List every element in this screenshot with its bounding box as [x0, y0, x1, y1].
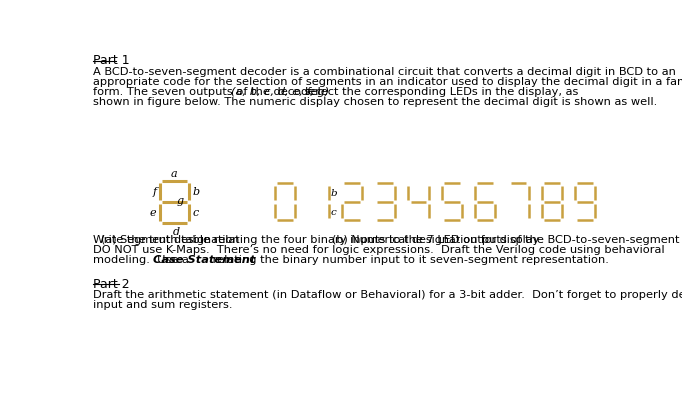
Text: e: e — [150, 208, 157, 218]
Text: c: c — [192, 208, 198, 218]
Text: f: f — [152, 187, 157, 197]
Text: (b) Numerical designation for display: (b) Numerical designation for display — [331, 234, 539, 244]
Text: (a) Segment designation: (a) Segment designation — [102, 234, 239, 244]
Text: a: a — [171, 168, 178, 178]
Text: c: c — [331, 207, 337, 216]
Text: form. The seven outputs of the decoder: form. The seven outputs of the decoder — [93, 86, 324, 96]
Text: g: g — [177, 196, 184, 206]
Text: select the corresponding LEDs in the display, as: select the corresponding LEDs in the dis… — [301, 86, 579, 96]
Text: Case Statement: Case Statement — [153, 255, 256, 265]
Text: Draft the arithmetic statement (in Dataflow or Behavioral) for a 3-bit adder.  D: Draft the arithmetic statement (in Dataf… — [93, 289, 682, 299]
Text: modeling.  Use a: modeling. Use a — [93, 255, 192, 265]
Text: relating the binary number input to it seven-segment representation.: relating the binary number input to it s… — [209, 255, 608, 265]
Text: b: b — [331, 189, 338, 198]
Text: A BCD-to-seven-segment decoder is a combinational circuit that converts a decima: A BCD-to-seven-segment decoder is a comb… — [93, 66, 676, 76]
Text: b: b — [192, 187, 199, 197]
Text: Write the truth table relating the four binary inputs to the 7 LED outputs of th: Write the truth table relating the four … — [93, 235, 682, 244]
Text: input and sum registers.: input and sum registers. — [93, 299, 233, 309]
Text: Part 1: Part 1 — [93, 54, 130, 67]
Text: Part 2: Part 2 — [93, 277, 130, 290]
Text: appropriate code for the selection of segments in an indicator used to display t: appropriate code for the selection of se… — [93, 76, 682, 86]
Text: DO NOT use K-Maps.  There’s no need for logic expressions.  Draft the Verilog co: DO NOT use K-Maps. There’s no need for l… — [93, 244, 665, 255]
Text: (a, b, c, d, e, f, g): (a, b, c, d, e, f, g) — [231, 86, 329, 96]
Text: shown in figure below. The numeric display chosen to represent the decimal digit: shown in figure below. The numeric displ… — [93, 96, 657, 107]
Text: d: d — [173, 227, 179, 237]
